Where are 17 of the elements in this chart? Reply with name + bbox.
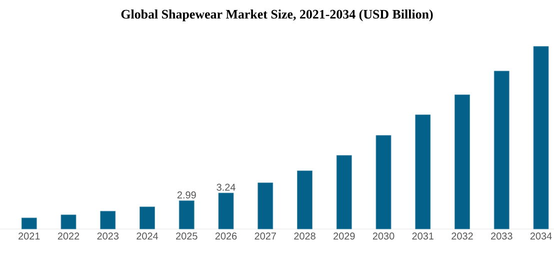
x-tick-label: 2024	[136, 232, 158, 240]
x-tick-label: 2030	[372, 232, 394, 240]
data-label: 3.24	[216, 184, 236, 191]
x-tick-label: 2026	[215, 232, 237, 240]
x-tick-label: 2021	[18, 232, 40, 240]
x-tick-label: 2029	[334, 232, 355, 240]
x-tick-label: 2022	[58, 232, 80, 240]
x-tick-label: 2023	[97, 232, 119, 240]
x-tick-label: 2025	[176, 232, 198, 240]
x-tick-label: 2031	[412, 232, 434, 240]
chart-title: Global Shapewear Market Size, 2021-2034 (USD Billion)	[121, 10, 433, 22]
x-tick-label: 2027	[254, 232, 276, 240]
x-tick-label: 2028	[294, 232, 316, 240]
x-tick-label: 2034	[530, 232, 552, 240]
x-tick-label: 2032	[452, 232, 473, 240]
x-tick-label: 2033	[491, 232, 512, 240]
data-label: 2.99	[177, 191, 196, 198]
